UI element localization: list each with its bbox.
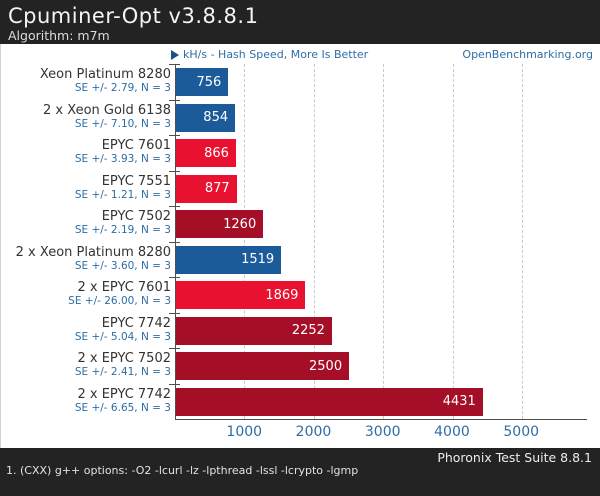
chart-row: Xeon Platinum 8280 SE +/- 2.79, N = 3 75… [1,64,600,100]
row-standard-error-label: SE +/- 2.41, N = 3 [74,366,171,378]
row-cpu-label: 2 x Xeon Gold 6138 [43,102,171,118]
play-triangle-icon [171,49,179,60]
page-subtitle: Algorithm: m7m [8,28,110,43]
row-cpu-label: Xeon Platinum 8280 [39,67,171,82]
compiler-options-note: 1. (CXX) g++ options: -O2 -lcurl -lz -lp… [6,464,359,477]
x-tick-label: 3000 [364,424,401,440]
result-value-label: 866 [204,145,229,161]
result-bar: 2252 [176,316,332,345]
openbenchmarking-link[interactable]: OpenBenchmarking.org [462,48,593,61]
result-value-label: 854 [203,110,229,125]
result-value-label: 1260 [223,216,257,232]
row-cpu-label: EPYC 7742 [101,315,171,331]
result-value-label: 1869 [265,287,299,303]
x-tick-label: 5000 [503,424,540,440]
result-value-label: 2500 [309,358,343,374]
chart-row: EPYC 7601 SE +/- 3.93, N = 3 866 [1,135,600,171]
y-axis-tick [169,170,180,172]
y-axis-tick [169,348,180,349]
y-axis-tick [169,383,180,385]
y-axis-tick [169,206,180,207]
y-axis-tick [169,135,180,136]
result-bar: 877 [176,174,237,203]
result-bar: 1869 [176,281,306,309]
row-standard-error-label: SE +/- 2.79, N = 3 [74,82,171,94]
result-bar: 1260 [176,210,264,238]
row-standard-error-label: SE +/- 5.04, N = 3 [74,330,171,343]
plot-body: Xeon Platinum 8280 SE +/- 2.79, N = 3 75… [1,64,600,419]
result-value-label: 877 [204,181,230,196]
result-value-label: 756 [196,74,222,90]
x-axis-tick-labels: 1000 2000 3000 4000 5000 [175,422,587,444]
gridline [313,64,315,419]
chart-row: 2 x EPYC 7502 SE +/- 2.41, N = 3 2500 [1,348,600,384]
row-cpu-label: 2 x EPYC 7601 [77,280,171,295]
chart-row: EPYC 7551 SE +/- 1.21, N = 3 877 [1,171,600,207]
result-bar: 756 [176,68,229,96]
graph-header: Cpuminer-Opt v3.8.8.1 Algorithm: m7m [0,0,600,44]
result-bar: 2500 [176,352,350,380]
chart-subheader: kH/s - Hash Speed, More Is Better OpenBe… [1,47,600,65]
gridline [522,64,524,419]
row-standard-error-label: SE +/- 3.60, N = 3 [74,259,171,272]
row-standard-error-label: SE +/- 7.10, N = 3 [74,117,171,130]
row-cpu-label: EPYC 7601 [101,138,171,153]
metric-caption-text: kH/s - Hash Speed, More Is Better [183,48,369,61]
row-standard-error-label: SE +/- 3.93, N = 3 [74,153,171,165]
result-value-label: 2252 [291,323,325,338]
plot-rows: Xeon Platinum 8280 SE +/- 2.79, N = 3 75… [1,64,600,419]
x-tick-label: 1000 [226,424,263,440]
phoronix-suite-label: Phoronix Test Suite 8.8.1 [437,450,592,465]
gridline [452,64,454,419]
gridline [383,64,385,419]
row-standard-error-label: SE +/- 1.21, N = 3 [74,188,171,201]
row-cpu-label: EPYC 7551 [101,173,171,189]
row-cpu-label: 2 x Xeon Platinum 8280 [15,244,171,260]
chart-row: 2 x Xeon Gold 6138 SE +/- 7.10, N = 3 85… [1,100,600,136]
chart-row: 2 x EPYC 7601 SE +/- 26.00, N = 3 1869 [1,277,600,313]
chart-row: 2 x EPYC 7742 SE +/- 6.65, N = 3 4431 [1,384,600,420]
result-value-label: 4431 [442,394,476,409]
y-axis-tick [169,64,180,65]
gridlines-layer [175,64,588,419]
x-tick-label: 2000 [295,424,332,440]
result-bar: 866 [176,139,236,167]
x-axis-line [175,419,587,420]
y-axis-tick [169,277,180,278]
result-bar: 854 [176,103,236,132]
chart-area: kH/s - Hash Speed, More Is Better OpenBe… [0,44,600,448]
result-bar: 1519 [176,245,282,274]
row-cpu-label: 2 x EPYC 7742 [77,386,171,402]
row-standard-error-label: SE +/- 6.65, N = 3 [74,401,171,414]
row-cpu-label: EPYC 7502 [101,209,171,224]
y-axis-tick [169,312,180,314]
graph-footer: Phoronix Test Suite 8.8.1 1. (CXX) g++ o… [0,448,600,496]
row-standard-error-label: SE +/- 26.00, N = 3 [68,295,171,307]
y-axis-tick [169,241,180,243]
result-value-label: 1519 [241,252,275,267]
x-tick-label: 4000 [434,424,470,440]
page-title: Cpuminer-Opt v3.8.8.1 [8,4,259,28]
chart-row: EPYC 7502 SE +/- 2.19, N = 3 1260 [1,206,600,242]
y-axis-tick [169,99,180,101]
row-standard-error-label: SE +/- 2.19, N = 3 [74,224,171,236]
result-bar: 4431 [176,387,483,416]
chart-row: 2 x Xeon Platinum 8280 SE +/- 3.60, N = … [1,242,600,278]
chart-row: EPYC 7742 SE +/- 5.04, N = 3 2252 [1,313,600,349]
metric-caption: kH/s - Hash Speed, More Is Better [171,48,368,61]
gridline [244,64,246,419]
row-cpu-label: 2 x EPYC 7502 [77,351,171,366]
